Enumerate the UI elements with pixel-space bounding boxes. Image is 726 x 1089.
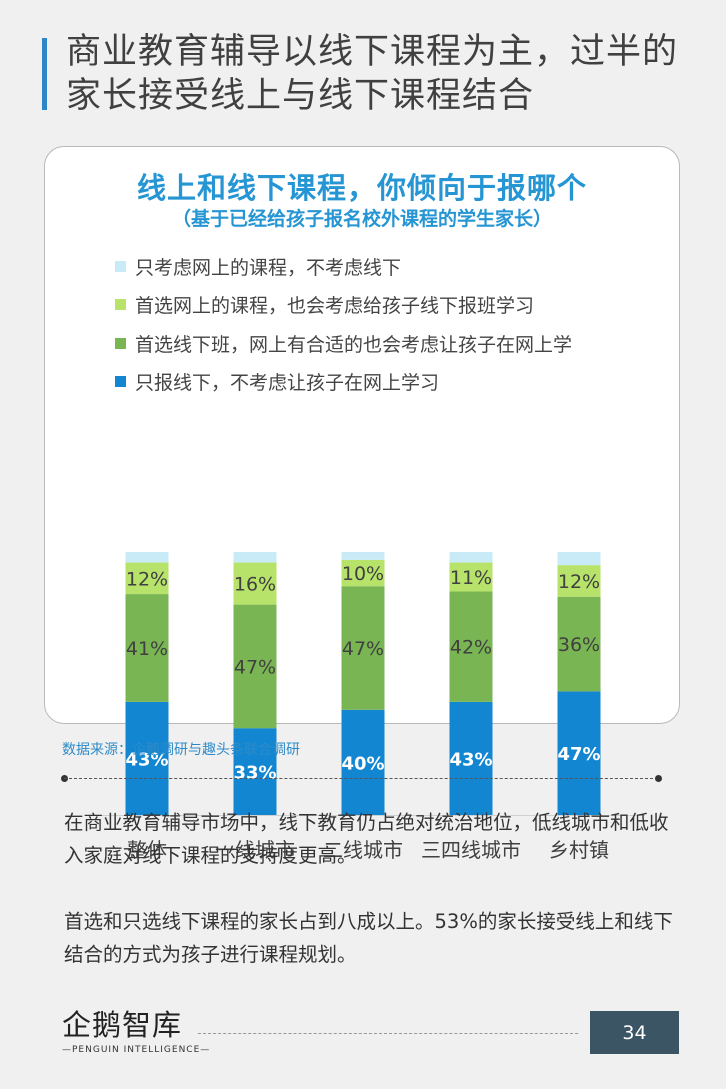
bar-segment [449,562,493,592]
bar-segment [125,562,169,595]
paragraph-1: 在商业教育辅导市场中，线下教育仍占绝对统治地位，低线城市和低收入家庭对线下课程的… [64,811,669,867]
data-label: 43% [449,749,492,770]
data-label: 47% [342,638,384,660]
bar-segment [557,691,601,815]
chart-legend: 只考虑网上的课程，不考虑线下首选网上的课程，也会考虑给孩子线下报班学习首选线下班… [115,247,655,401]
bar-segment [125,701,169,815]
logo-text: 企鹅智库 [62,1008,183,1042]
legend-item: 只报线下，不考虑让孩子在网上学习 [115,363,655,402]
data-label: 36% [558,634,600,656]
footer-divider [198,1033,578,1034]
data-label: 43% [125,749,168,770]
data-label: 16% [234,574,276,596]
bar-segment [125,552,169,563]
data-label: 10% [342,563,384,585]
bar-segment [233,604,277,729]
data-label: 33% [233,763,276,784]
page-number: 34 [590,1011,679,1054]
legend-label: 首选网上的课程，也会考虑给孩子线下报班学习 [135,295,535,318]
bar-segment [233,562,277,605]
legend-item: 首选网上的课程，也会考虑给孩子线下报班学习 [115,286,655,325]
bar-segment [233,552,277,563]
bar-segment [449,552,493,563]
page-title: 商业教育辅导以线下课程为主，过半的家长接受线上与线下课程结合 [66,32,679,116]
legend-label: 首选线下班，网上有合适的也会考虑让孩子在网上学 [135,333,573,356]
data-label: 11% [450,567,492,589]
bar-segment [341,586,385,710]
data-label: 42% [450,637,492,659]
bar-segment [449,701,493,815]
legend-item: 只考虑网上的课程，不考虑线下 [115,247,655,286]
divider-dot-right [655,775,662,782]
bar-segment [233,728,277,815]
category-label: 整体 [127,838,167,862]
legend-item: 首选线下班，网上有合适的也会考虑让孩子在网上学 [115,324,655,363]
data-label: 47% [557,744,600,765]
data-source: 数据来源：企鹅调研与趣头条联合调研 [62,742,300,758]
data-label: 12% [126,568,168,590]
data-label: 41% [126,638,168,660]
logo: 企鹅智库 —PENGUIN INTELLIGENCE— [62,1007,211,1065]
bar-segment [557,565,601,597]
section-divider [64,778,658,779]
bar-segment [449,591,493,702]
category-label: 一线城市 [215,838,295,862]
category-label: 乡村镇 [549,838,609,862]
bar-segment [557,552,601,566]
data-label: 47% [234,656,276,678]
legend-swatch [115,337,126,349]
chart-title: 线上和线下课程，你倾向于报哪个 [136,171,587,205]
data-label: 12% [558,571,600,593]
chart-card: 线上和线下课程，你倾向于报哪个 （基于已经给孩子报名校外课程的学生家长） 只考虑… [44,146,680,862]
title-accent-bar [42,38,47,110]
legend-swatch [115,260,126,272]
chart-subtitle: （基于已经给孩子报名校外课程的学生家长） [171,208,552,230]
paragraph-2: 首选和只选线下课程的家长占到八成以上。53%的家长接受线上和线下结合的方式为孩子… [64,910,673,966]
bar-segment [341,709,385,815]
category-label: 二线城市 [323,838,403,862]
bar-segment [557,596,601,692]
bar-segment [341,552,385,560]
category-label: 三四线城市 [421,838,521,862]
legend-label: 只考虑网上的课程，不考虑线下 [135,256,402,279]
legend-swatch [115,299,126,311]
legend-swatch [115,376,126,388]
logo-subtext: —PENGUIN INTELLIGENCE— [62,1045,211,1055]
bar-segment [125,594,169,702]
data-label: 40% [341,753,384,774]
legend-label: 只报线下，不考虑让孩子在网上学习 [135,372,440,395]
bar-segment [341,559,385,587]
